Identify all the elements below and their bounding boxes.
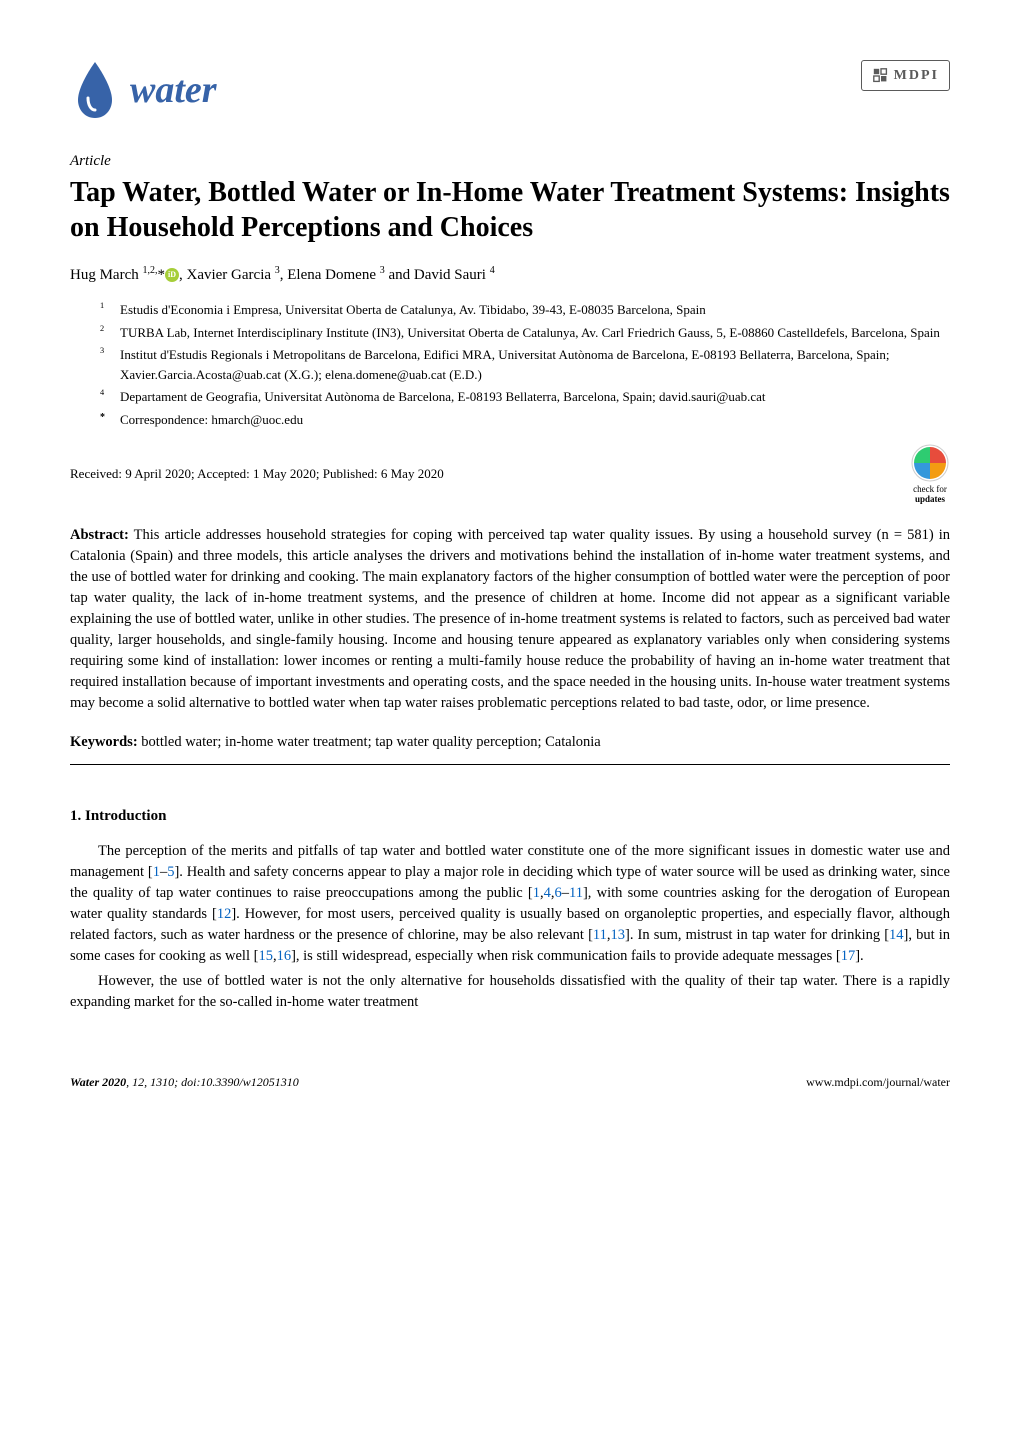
ref-link[interactable]: 6 [555,885,562,901]
ref-link[interactable]: 14 [889,927,904,943]
divider [70,764,950,765]
aff-text: Correspondence: hmarch@uoc.edu [120,410,950,430]
abstract-text: This article addresses household strateg… [70,527,950,711]
affiliations: 1 Estudis d'Economia i Empresa, Universi… [100,300,950,429]
mdpi-icon [872,67,890,85]
aff-text: Estudis d'Economia i Empresa, Universita… [120,300,950,320]
keywords: Keywords: bottled water; in-home water t… [70,732,950,754]
ref-link[interactable]: 4 [544,885,551,901]
dates-row: Received: 9 April 2020; Accepted: 1 May … [70,443,950,505]
ref-link[interactable]: 17 [841,948,856,964]
ref-link[interactable]: 11 [569,885,583,901]
water-drop-icon [70,60,120,120]
ref-link[interactable]: 11 [593,927,607,943]
keywords-label: Keywords: [70,734,138,750]
ref-link[interactable]: 16 [277,948,292,964]
keywords-text: bottled water; in-home water treatment; … [141,734,600,750]
journal-name: water [130,62,217,119]
affiliation-row: 4 Departament de Geografia, Universitat … [100,387,950,407]
orcid-icon[interactable] [165,268,179,282]
publication-dates: Received: 9 April 2020; Accepted: 1 May … [70,464,444,484]
ref-link[interactable]: 12 [217,906,232,922]
ref-link[interactable]: 15 [258,948,273,964]
check-updates-icon [910,443,950,483]
aff-num: 4 [100,388,104,397]
footer-year: 2020 [102,1075,126,1089]
footer: Water 2020, 12, 1310; doi:10.3390/w12051… [70,1073,950,1091]
aff-text: Institut d'Estudis Regionals i Metropoli… [120,345,950,384]
footer-url[interactable]: www.mdpi.com/journal/water [806,1073,950,1091]
aff-num: 2 [100,324,104,333]
publisher-logo: MDPI [861,60,950,91]
affiliation-row: 2 TURBA Lab, Internet Interdisciplinary … [100,323,950,343]
aff-num: 3 [100,346,104,355]
check-updates-badge[interactable]: check forupdates [910,443,950,505]
body-paragraph: The perception of the merits and pitfall… [70,841,950,967]
journal-url-link[interactable]: www.mdpi.com/journal/water [806,1075,950,1089]
affiliation-row: 3 Institut d'Estudis Regionals i Metropo… [100,345,950,384]
ref-link[interactable]: 1 [533,885,540,901]
aff-num: 1 [100,301,104,310]
article-title: Tap Water, Bottled Water or In-Home Wate… [70,175,950,245]
header-row: water MDPI [70,60,950,120]
footer-citation: Water 2020, 12, 1310; doi:10.3390/w12051… [70,1073,299,1091]
abstract-label: Abstract: [70,527,129,543]
publisher-name: MDPI [894,65,939,86]
journal-logo: water [70,60,217,120]
aff-text: Departament de Geografia, Universitat Au… [120,387,950,407]
affiliation-row: * Correspondence: hmarch@uoc.edu [100,410,950,430]
footer-journal: Water [70,1075,99,1089]
footer-volume: , 12, 1310; doi:10.3390/w12051310 [126,1075,299,1089]
section-heading: 1. Introduction [70,805,950,828]
check-updates-label: check forupdates [913,485,947,505]
aff-text: TURBA Lab, Internet Interdisciplinary In… [120,323,950,343]
article-type: Article [70,150,950,173]
abstract: Abstract: This article addresses househo… [70,525,950,714]
body-paragraph: However, the use of bottled water is not… [70,971,950,1013]
aff-num: * [100,412,105,423]
ref-link[interactable]: 13 [611,927,626,943]
authors: Hug March 1,2,*, Xavier Garcia 3, Elena … [70,263,950,287]
ref-link[interactable]: 1 [153,864,160,880]
affiliation-row: 1 Estudis d'Economia i Empresa, Universi… [100,300,950,320]
